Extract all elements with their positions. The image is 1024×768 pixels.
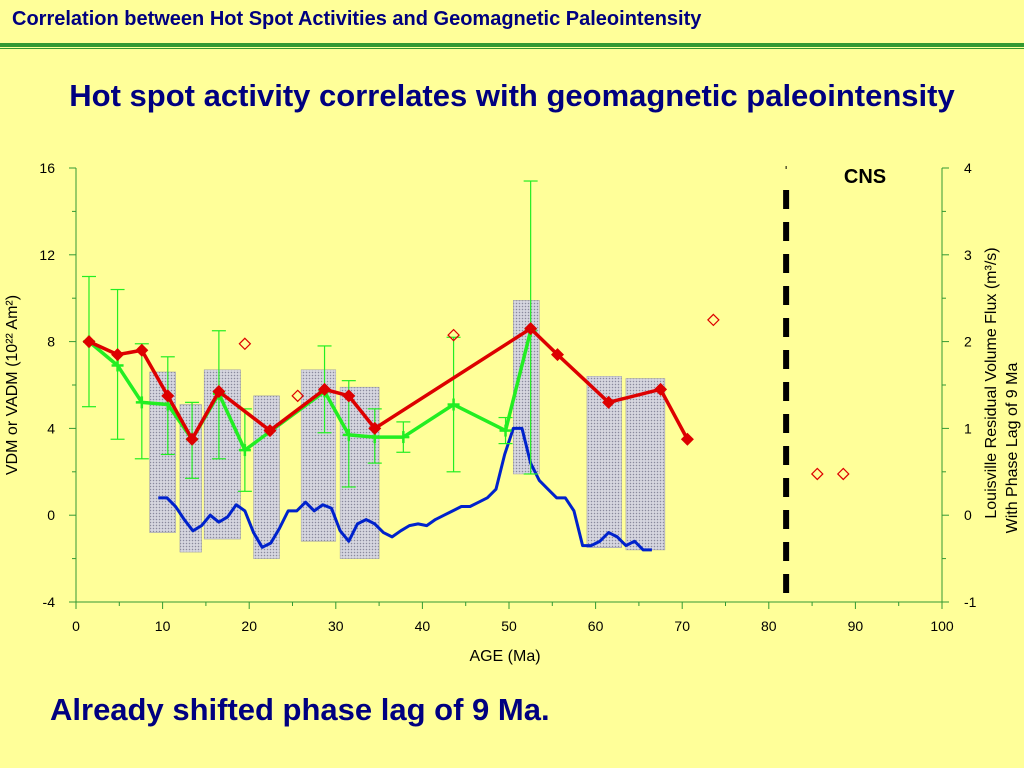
red-series-point (212, 385, 226, 399)
y2-tick-label: -1 (964, 594, 977, 610)
red-open-point (810, 467, 824, 481)
x-tick-label: 0 (72, 618, 80, 634)
red-series-point (680, 432, 694, 446)
y2-tick-label: 0 (964, 507, 972, 523)
y-tick-label: 4 (47, 420, 55, 436)
variability-bar (625, 378, 666, 551)
blue-series-group (158, 426, 652, 552)
red-series-point (318, 382, 332, 396)
slide-header: Correlation between Hot Spot Activities … (0, 0, 1024, 49)
x-tick-label: 60 (588, 618, 604, 634)
red-series-point (550, 348, 564, 362)
red-series-point (263, 424, 277, 438)
red-open-point (836, 467, 850, 481)
y-tick-label: 0 (47, 507, 55, 523)
y-tick-label: 12 (39, 247, 55, 263)
y-tick-label: 8 (47, 334, 55, 350)
y2-tick-label: 4 (964, 160, 972, 176)
red-open-point (238, 337, 252, 351)
red-series-point (654, 382, 668, 396)
red-series-point (368, 421, 382, 435)
y-tick-label: 16 (39, 160, 55, 176)
y2-tick-label: 3 (964, 247, 972, 263)
y-axis-label: VDM or VADM (10²² Am²) (4, 295, 21, 475)
x-tick-label: 90 (848, 618, 864, 634)
red-series-group (82, 313, 850, 481)
blue-series-line (158, 426, 652, 552)
red-series-point (161, 389, 175, 403)
variability-bar (339, 386, 380, 559)
variability-bars (149, 300, 666, 559)
cns-label: CNS (844, 166, 886, 188)
x-tick-label: 40 (415, 618, 431, 634)
y-tick-label: -4 (43, 594, 56, 610)
red-series-point (185, 432, 199, 446)
header-rule-thin (0, 48, 1024, 49)
x-tick-label: 70 (674, 618, 690, 634)
red-open-point (291, 389, 305, 403)
x-tick-label: 10 (155, 618, 171, 634)
red-series-point (524, 322, 538, 336)
red-open-point (447, 328, 460, 342)
red-series-point (111, 348, 125, 362)
x-tick-label: 20 (241, 618, 257, 634)
y2-tick-label: 2 (964, 334, 972, 350)
red-open-point (707, 313, 720, 327)
x-tick-label: 50 (501, 618, 517, 634)
red-series-point (342, 389, 356, 403)
y2-axis-label-line2: With Phase Lag of 9 Ma (1004, 363, 1021, 534)
variability-bar (586, 376, 622, 548)
slide-headline: Hot spot activity correlates with geomag… (69, 78, 955, 113)
header-rule (0, 43, 1024, 47)
x-axis-label: AGE (Ma) (469, 648, 540, 665)
x-tick-label: 30 (328, 618, 344, 634)
red-series-point (82, 335, 96, 349)
y2-axis-label-line1: Louisville Residual Volume Flux (m³/s) (983, 247, 1000, 518)
x-tick-label: 100 (930, 618, 954, 634)
red-series-point (602, 395, 616, 409)
header-title: Correlation between Hot Spot Activities … (12, 8, 702, 30)
red-series-point (135, 343, 149, 357)
x-tick-label: 80 (761, 618, 777, 634)
y2-tick-label: 1 (964, 420, 972, 436)
slide-caption: Already shifted phase lag of 9 Ma. (50, 692, 550, 727)
